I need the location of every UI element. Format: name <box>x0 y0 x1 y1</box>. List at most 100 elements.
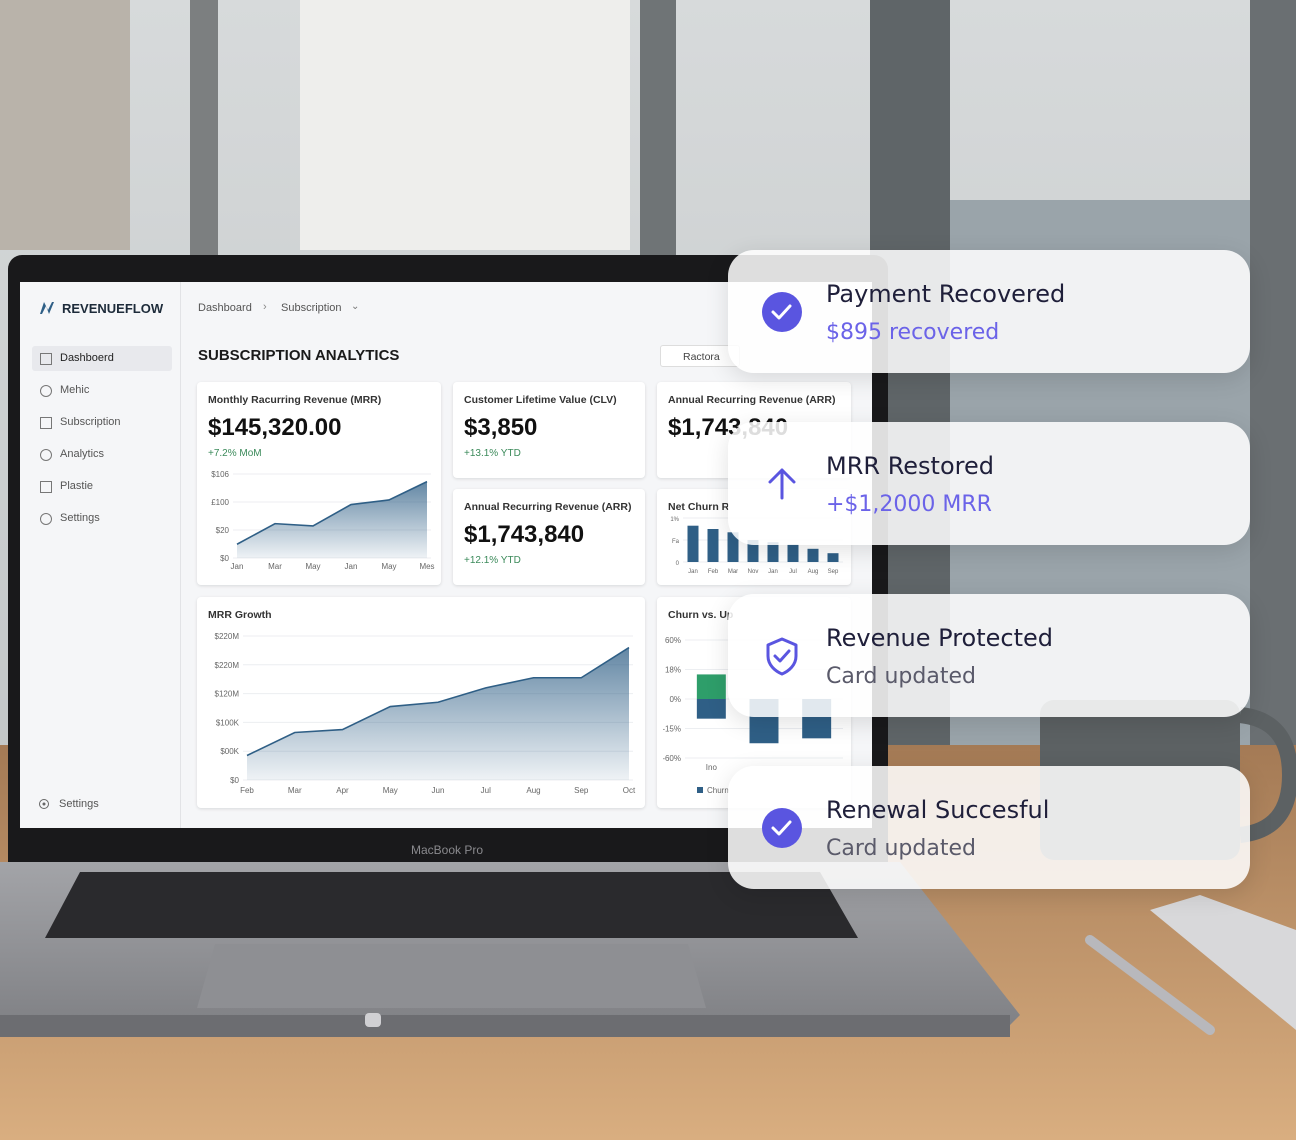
bar <box>707 529 719 562</box>
icon-shape <box>766 637 798 676</box>
toolbar-button[interactable]: Ractora <box>660 345 740 367</box>
x-tick-label: Oct <box>623 786 636 795</box>
notification-card: Renewal Succesful Card updated <box>728 766 1250 889</box>
notification-icon <box>762 292 802 332</box>
sidebar-footer[interactable]: Settings <box>59 798 99 810</box>
nav-item[interactable]: Mehic <box>60 384 90 396</box>
nav-icon <box>40 481 52 493</box>
brand-name: REVENUEFLOW <box>62 301 164 316</box>
y-tick-label: $0 <box>220 554 229 563</box>
bar <box>747 540 759 562</box>
x-tick-label: Jan <box>231 562 244 571</box>
notification-detail: Card updated <box>826 836 976 861</box>
nav-item[interactable]: Subscription <box>60 416 121 428</box>
area <box>247 647 629 780</box>
x-tick-label: Jan <box>688 569 698 575</box>
nav-icon <box>40 449 52 461</box>
card-value: $3,850 <box>464 414 538 441</box>
card-title: Churn vs. Up <box>668 609 734 621</box>
breadcrumb-item[interactable]: Dashboard <box>198 302 252 314</box>
dropdown-caret: ⌄ <box>351 301 360 312</box>
area <box>237 481 427 558</box>
active-nav-bg <box>32 346 172 371</box>
x-tick-label: Feb <box>240 786 254 795</box>
legend-swatch <box>697 787 703 793</box>
bar <box>696 699 726 719</box>
bar <box>767 542 779 562</box>
nav-icon <box>40 385 52 397</box>
notification-detail: +$1,2000 MRR <box>826 492 992 517</box>
nav-item[interactable]: Plastie <box>60 480 94 492</box>
brand-logo <box>40 302 54 314</box>
nav-item[interactable]: Dashboerd <box>60 352 114 364</box>
icon-shape <box>773 649 791 663</box>
y-tick-label: $20 <box>216 526 230 535</box>
bar <box>807 548 819 562</box>
card-value: $145,320.00 <box>208 414 342 441</box>
notification-card: Revenue Protected Card updated <box>728 594 1250 717</box>
churn-vs-chart: -60% -15% 0% 18% 60% Ino Churn <box>663 636 843 795</box>
x-tick-label: Mes <box>419 562 434 571</box>
x-tick-label: Jul <box>481 786 491 795</box>
icon-shape <box>762 292 802 332</box>
x-tick-label: Mar <box>268 562 282 571</box>
y-tick-label: -60% <box>663 754 681 763</box>
x-tick-label: Sep <box>574 786 589 795</box>
x-tick-label: May <box>381 562 396 571</box>
legend-label: Churn <box>707 786 729 795</box>
card-title: Customer Lifetime Value (CLV) <box>464 394 617 406</box>
x-tick-label: Ino <box>706 763 718 772</box>
y-tick-label: 18% <box>665 666 681 675</box>
x-tick-label: Mar <box>728 569 738 575</box>
x-tick-label: Jun <box>432 786 445 795</box>
y-tick-label: -15% <box>663 725 681 734</box>
breadcrumb-separator: › <box>263 301 267 313</box>
x-tick-label: May <box>383 786 398 795</box>
notification-title: Renewal Succesful <box>826 796 1050 824</box>
bar <box>787 544 799 562</box>
notification-card: MRR Restored +$1,2000 MRR <box>728 422 1250 545</box>
card-change: +12.1% YTD <box>464 555 521 566</box>
y-tick-label: 1% <box>670 517 679 523</box>
notification-icon <box>766 637 798 676</box>
x-tick-label: Nov <box>748 569 759 575</box>
icon-shape <box>771 820 792 836</box>
x-tick-label: Aug <box>808 569 819 575</box>
notification-title: Revenue Protected <box>826 624 1054 652</box>
y-tick-label: $220M <box>215 661 240 670</box>
y-tick-label: $120M <box>215 690 240 699</box>
nav-item[interactable]: Analytics <box>60 448 105 460</box>
card-change: +7.2% MoM <box>208 448 262 459</box>
nav-icon <box>40 417 52 429</box>
nav-item[interactable]: Settings <box>60 512 100 524</box>
bar <box>827 553 839 562</box>
card-change: +13.1% YTD <box>464 448 521 459</box>
y-tick-label: $0 <box>230 776 239 785</box>
icon-shape <box>762 808 802 848</box>
line <box>236 480 428 545</box>
x-tick-label: Aug <box>526 786 540 795</box>
bar <box>696 674 726 699</box>
x-tick-label: Jan <box>768 569 778 575</box>
x-tick-label: Feb <box>708 569 719 575</box>
page-title: SUBSCRIPTION ANALYTICS <box>198 347 400 364</box>
y-tick-label: $106 <box>211 470 229 479</box>
y-tick-label: $00K <box>220 747 239 756</box>
notification-icon <box>762 808 802 848</box>
y-tick-label: Fa <box>672 539 680 545</box>
x-tick-label: Jan <box>345 562 358 571</box>
clv-card: Customer Lifetime Value (CLV) $3,850 +13… <box>453 382 645 478</box>
notification-title: Payment Recovered <box>826 280 1066 308</box>
notification-title: MRR Restored <box>826 452 994 480</box>
breadcrumb-item[interactable]: Subscription <box>281 302 342 314</box>
notification-detail: Card updated <box>826 664 976 689</box>
mrr-chart: $0 $20 £100 $106 Jan Mar May Jan May Mes <box>211 470 434 571</box>
x-tick-label: Mar <box>288 786 302 795</box>
y-tick-label: $100K <box>216 718 240 727</box>
line <box>246 646 630 757</box>
arr-card: Annual Recurring Revenue (ARR) $1,743,84… <box>453 489 645 585</box>
y-tick-label: $220M <box>215 632 240 641</box>
y-tick-label: £100 <box>211 498 229 507</box>
net-churn-chart: 0 Fa 1% Jan Feb Mar Nov Jan Jul Aug Sep <box>670 517 843 575</box>
